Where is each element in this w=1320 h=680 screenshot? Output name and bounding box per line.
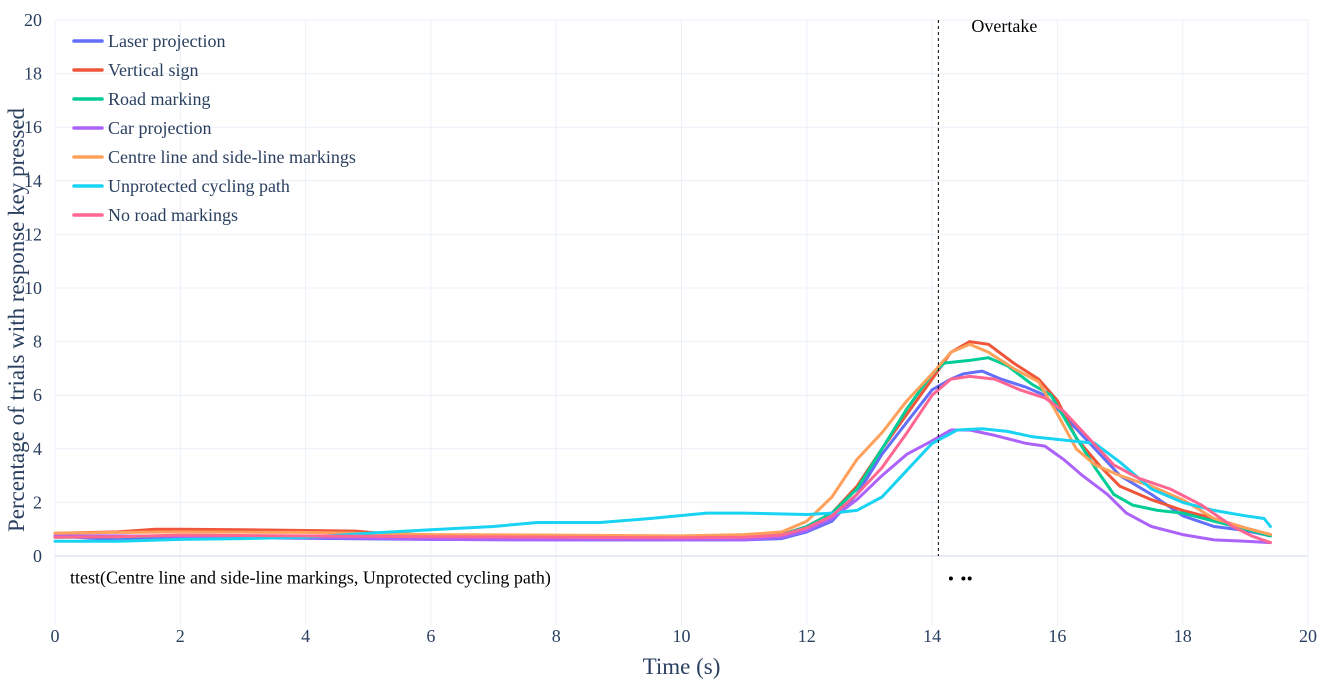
y-tick-label: 6 [33,385,42,405]
y-axis-ticks: 0 2 4 6 8 10 12 14 16 18 20 [24,10,42,566]
x-tick-label: 18 [1174,626,1192,646]
series-line-3 [53,356,1272,540]
y-tick-label: 14 [24,171,42,191]
x-tick-label: 4 [301,626,310,646]
y-tick-label: 2 [33,492,42,512]
x-tick-label: 10 [673,626,691,646]
x-axis-ticks: 0 2 4 6 8 10 12 14 16 18 20 [51,626,1318,646]
x-tick-label: 12 [798,626,816,646]
x-axis-title: Time (s) [643,654,721,679]
x-tick-label: 16 [1048,626,1066,646]
x-tick-label: 2 [176,626,185,646]
ttest-annotation: ttest(Centre line and side-line markings… [70,567,972,588]
legend-item-label: Vertical sign [108,60,198,80]
x-tick-label: 6 [426,626,435,646]
y-tick-label: 20 [24,10,42,30]
series-line-4 [53,428,1272,545]
y-tick-label: 4 [33,439,42,459]
series-line-6 [53,427,1272,543]
y-tick-label: 0 [33,546,42,566]
y-tick-label: 10 [24,278,42,298]
ttest-marker [967,576,972,581]
ttest-label: ttest(Centre line and side-line markings… [70,567,551,588]
x-tick-label: 0 [51,626,60,646]
y-tick-label: 12 [24,224,42,244]
legend-item-label: Laser projection [108,31,225,51]
y-axis-title: Percentage of trials with response key p… [4,107,29,532]
y-tick-label: 18 [24,64,42,84]
y-tick-label: 8 [33,332,42,352]
x-tick-label: 20 [1299,626,1317,646]
x-tick-label: 8 [552,626,561,646]
legend-item-label: Car projection [108,118,211,138]
legend-item-label: Unprotected cycling path [108,176,290,196]
series-line-5 [53,342,1272,538]
legend-item-label: No road markings [108,205,238,225]
legend-item-label: Road marking [108,89,210,109]
y-tick-label: 16 [24,117,42,137]
overtake-label: Overtake [971,16,1037,36]
x-tick-label: 14 [923,626,941,646]
series-line-7 [53,374,1272,545]
ttest-marker [948,576,953,581]
overtake-marker: Overtake [937,16,1037,556]
series-layer [53,340,1272,545]
legend: Laser projection Vertical sign Road markin… [72,31,356,225]
legend-item-label: Centre line and side-line markings [108,147,356,167]
ttest-marker [961,576,966,581]
